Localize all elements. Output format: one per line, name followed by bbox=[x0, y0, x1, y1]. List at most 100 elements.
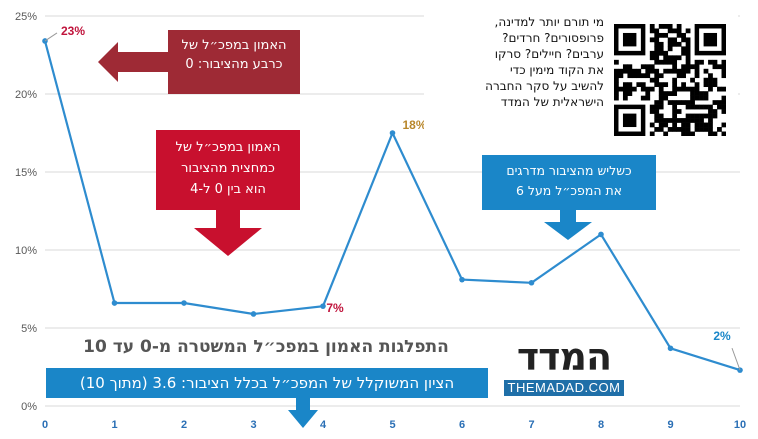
qr-module bbox=[618, 86, 624, 92]
qr-module bbox=[676, 86, 682, 92]
qr-module bbox=[667, 91, 673, 96]
qr-module bbox=[640, 73, 646, 79]
callout-quarter-line2: כרבע מהציבור: 0 bbox=[185, 57, 283, 72]
data-point bbox=[250, 311, 257, 317]
y-tick-label: 10% bbox=[15, 245, 37, 257]
qr-module bbox=[658, 122, 664, 128]
qr-module bbox=[658, 127, 664, 132]
qr-module bbox=[663, 91, 669, 96]
qr-module bbox=[721, 59, 726, 65]
qr-module bbox=[672, 109, 678, 114]
data-point bbox=[598, 231, 604, 238]
qr-module bbox=[712, 82, 718, 88]
qr-module bbox=[721, 95, 726, 101]
qr-module bbox=[699, 122, 704, 128]
qr-module bbox=[645, 68, 651, 74]
qr-module bbox=[690, 77, 695, 83]
qr-module bbox=[654, 73, 660, 79]
qr-module bbox=[663, 50, 669, 56]
qr-module bbox=[658, 59, 664, 65]
qr-module bbox=[694, 64, 700, 70]
callout-half-line2: כמחצית מהציבור bbox=[181, 161, 275, 176]
qr-module bbox=[658, 95, 664, 101]
qr-module bbox=[654, 37, 660, 43]
qr-module bbox=[685, 28, 691, 34]
qr-module bbox=[663, 122, 669, 128]
callout-half-line1: האמון במפכ״ל של bbox=[175, 140, 281, 155]
qr-module bbox=[654, 68, 660, 74]
chart-title: התפלגות האמון במפכ״ל המשטרה מ-0 עד 10 bbox=[83, 337, 449, 357]
qr-module bbox=[654, 118, 660, 123]
qr-module bbox=[649, 24, 655, 29]
y-tick-label: 15% bbox=[15, 167, 37, 179]
qr-module bbox=[721, 109, 726, 114]
qr-module bbox=[685, 41, 691, 47]
qr-module bbox=[708, 109, 713, 114]
qr-module bbox=[721, 64, 726, 70]
qr-module bbox=[658, 24, 664, 29]
callout-quarter: האמון במפכ״ל של כרבע מהציבור: 0 bbox=[168, 36, 300, 74]
qr-module bbox=[658, 46, 664, 52]
qr-module bbox=[672, 41, 678, 47]
qr-module bbox=[672, 55, 678, 61]
qr-module bbox=[708, 82, 713, 88]
qr-module bbox=[649, 122, 655, 128]
qr-module bbox=[721, 104, 726, 110]
qr-module bbox=[712, 109, 718, 114]
qr-module bbox=[690, 104, 695, 110]
qr-module bbox=[703, 68, 709, 74]
qr-module bbox=[663, 55, 669, 61]
qr-module bbox=[654, 55, 660, 61]
qr-module bbox=[685, 127, 691, 132]
qr-text: מי תורם יותר למדינה, פרופסורים? חרדים? ע… bbox=[424, 14, 604, 110]
qr-module bbox=[694, 118, 700, 123]
x-tick-label: 4 bbox=[320, 419, 327, 431]
qr-code-icon[interactable] bbox=[614, 24, 726, 136]
qr-module bbox=[663, 24, 669, 29]
qr-module bbox=[645, 86, 651, 92]
qr-module bbox=[703, 122, 709, 128]
x-tick-label: 2 bbox=[181, 419, 187, 431]
x-tick-label: 6 bbox=[459, 419, 465, 431]
qr-module bbox=[694, 127, 700, 132]
qr-module bbox=[694, 82, 700, 88]
summary-bar: הציון המשוקלל של המפכ״ל בכלל הציבור: 3.6… bbox=[46, 368, 488, 398]
qr-module bbox=[712, 131, 718, 136]
x-tick-label: 5 bbox=[389, 419, 395, 431]
qr-module bbox=[672, 82, 678, 88]
qr-module bbox=[649, 55, 655, 61]
qr-module bbox=[681, 82, 686, 88]
qr-module bbox=[703, 95, 709, 101]
qr-module bbox=[667, 55, 673, 61]
qr-module bbox=[654, 41, 660, 47]
qr-module bbox=[645, 64, 651, 70]
data-labels: 23% 7% 18% 2% bbox=[44, 24, 741, 371]
qr-module bbox=[721, 131, 726, 136]
qr-text-line: הישראלית של המדד bbox=[500, 95, 604, 109]
qr-module bbox=[690, 131, 695, 136]
data-label: 23% bbox=[61, 24, 85, 38]
qr-module bbox=[703, 77, 709, 83]
qr-module bbox=[676, 28, 682, 34]
qr-module bbox=[627, 91, 633, 96]
logo-main-text: המדד bbox=[516, 335, 612, 379]
y-tick-label: 25% bbox=[15, 11, 37, 23]
qr-module bbox=[699, 59, 704, 65]
qr-module bbox=[618, 73, 624, 79]
qr-module bbox=[672, 68, 678, 74]
qr-module bbox=[708, 104, 713, 110]
qr-module bbox=[672, 91, 678, 96]
callout-quarter-line1: האמון במפכ״ל של bbox=[181, 38, 287, 53]
qr-module bbox=[708, 86, 713, 92]
qr-module bbox=[699, 118, 704, 123]
qr-module bbox=[685, 55, 691, 61]
qr-finder-core bbox=[622, 32, 637, 47]
qr-module bbox=[672, 37, 678, 43]
qr-module bbox=[663, 95, 669, 101]
qr-module bbox=[672, 104, 678, 110]
qr-module bbox=[627, 73, 633, 79]
qr-module bbox=[654, 104, 660, 110]
x-axis-ticks: 0 1 2 3 4 5 6 7 8 9 10 bbox=[42, 419, 746, 431]
qr-module bbox=[690, 100, 695, 105]
qr-text-line: פרופסורים? חרדים? bbox=[502, 31, 604, 45]
